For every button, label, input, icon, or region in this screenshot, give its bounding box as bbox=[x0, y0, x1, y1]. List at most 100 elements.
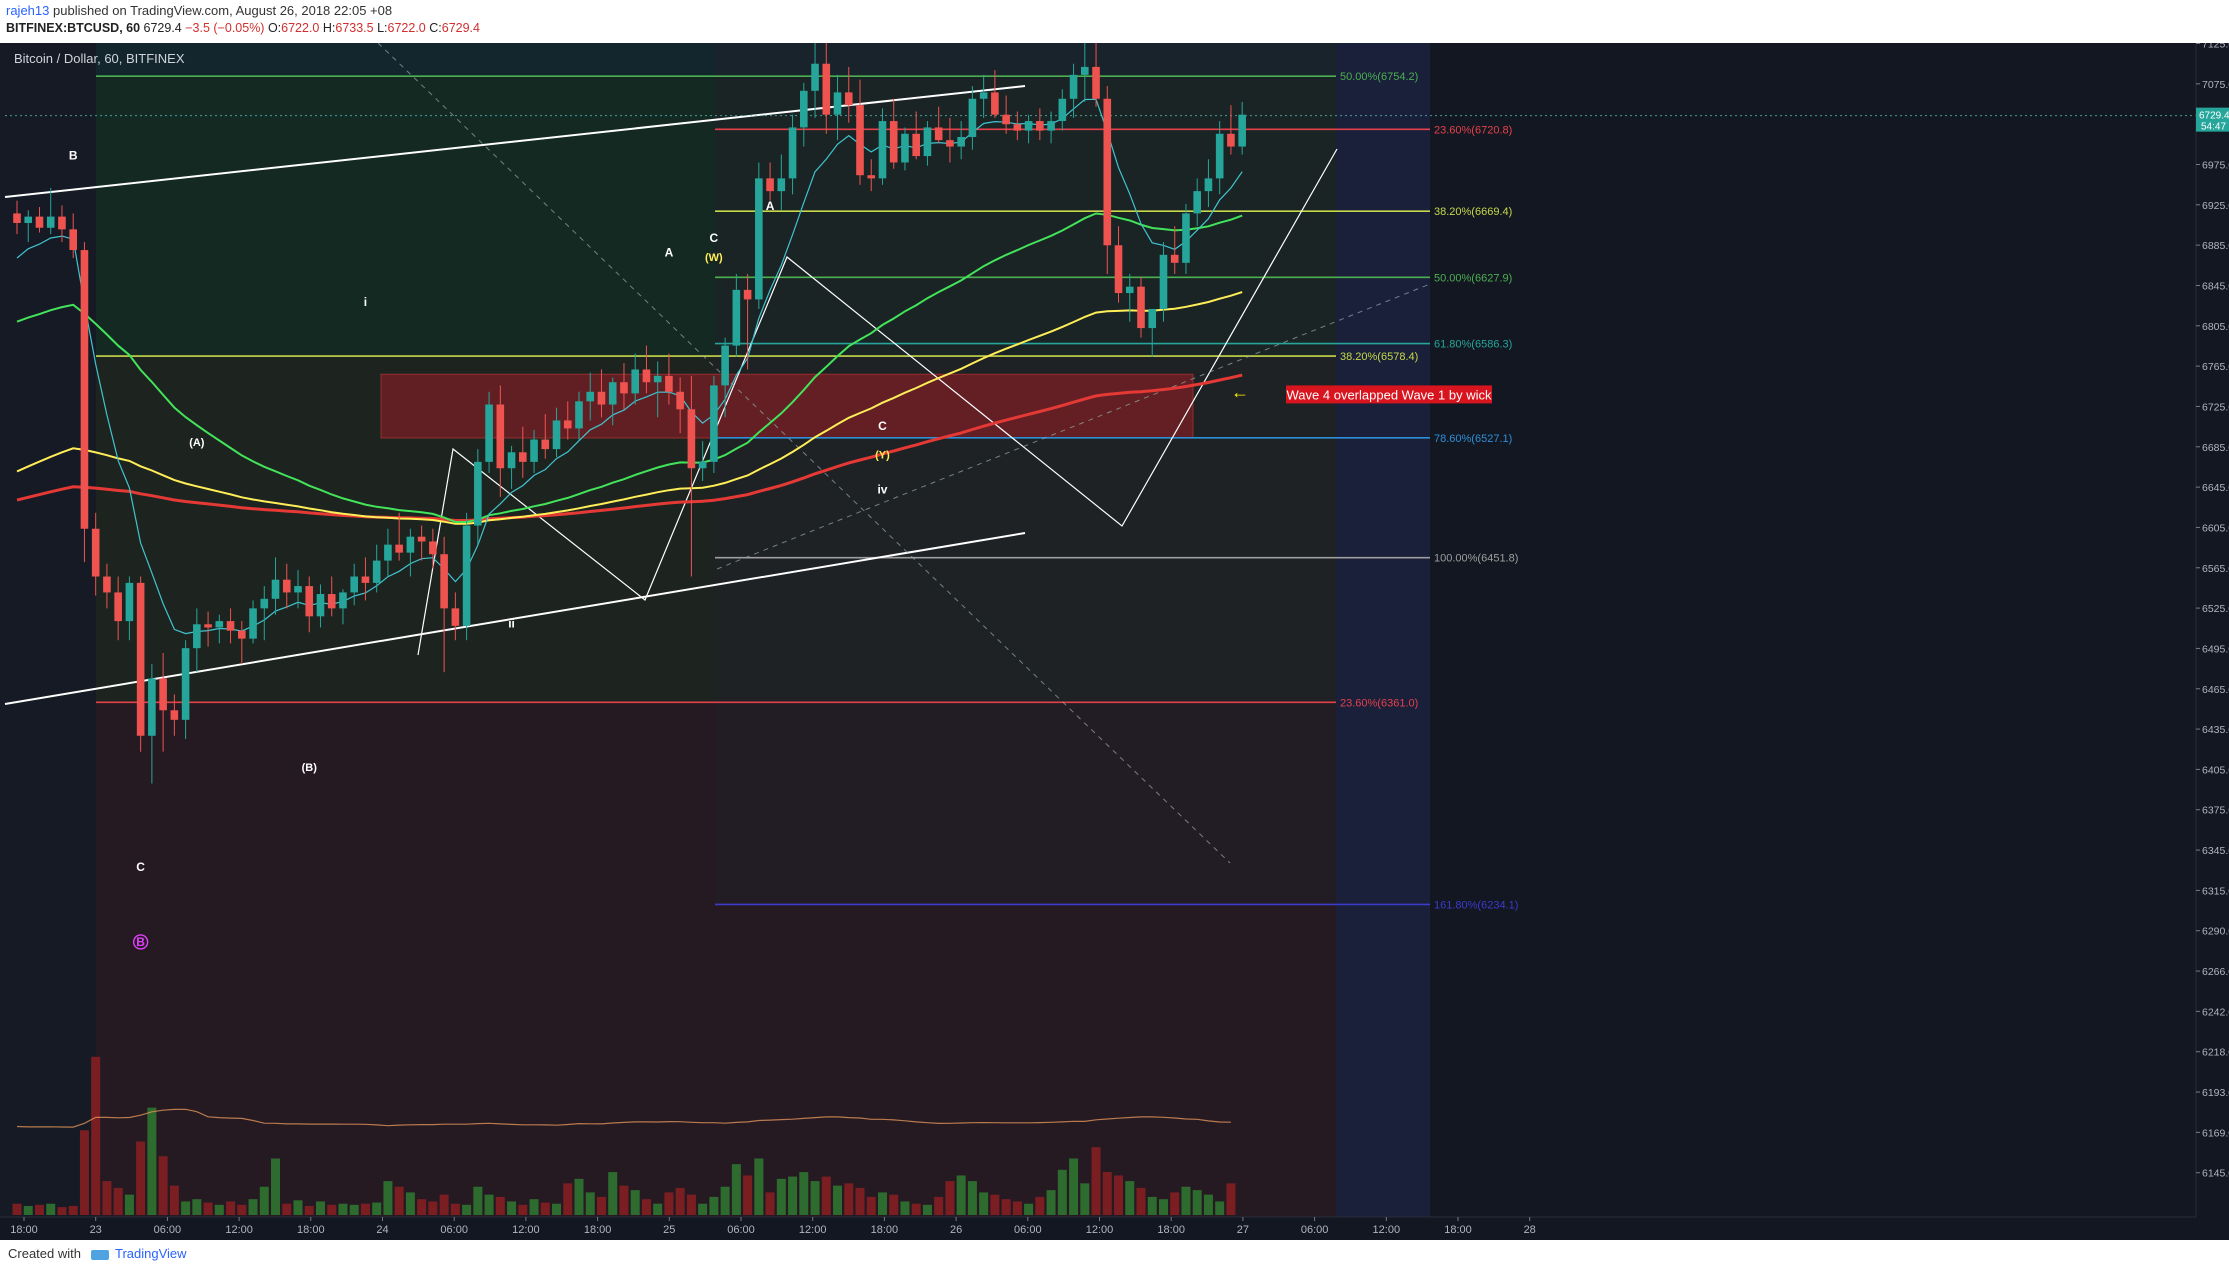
candle[interactable] bbox=[271, 557, 280, 615]
candle[interactable] bbox=[474, 449, 482, 545]
candle[interactable] bbox=[238, 621, 246, 665]
candles[interactable] bbox=[13, 43, 1246, 784]
candle[interactable] bbox=[631, 353, 639, 405]
candle[interactable] bbox=[811, 43, 819, 118]
candle[interactable] bbox=[732, 273, 741, 357]
candle[interactable] bbox=[620, 363, 628, 410]
candle[interactable] bbox=[833, 74, 842, 141]
candle[interactable] bbox=[1002, 95, 1010, 134]
candle[interactable] bbox=[1069, 63, 1078, 118]
candle[interactable] bbox=[889, 98, 898, 169]
candle[interactable] bbox=[912, 111, 920, 160]
candle[interactable] bbox=[519, 426, 527, 478]
candle[interactable] bbox=[159, 652, 167, 752]
candle[interactable] bbox=[114, 576, 122, 641]
candle[interactable] bbox=[844, 66, 853, 123]
candle[interactable] bbox=[395, 512, 403, 561]
candle[interactable] bbox=[1092, 43, 1100, 107]
candle[interactable] bbox=[260, 586, 269, 641]
candle[interactable] bbox=[957, 121, 965, 160]
candle[interactable] bbox=[777, 154, 786, 211]
candle[interactable] bbox=[867, 159, 876, 192]
candle[interactable] bbox=[91, 512, 100, 596]
candle[interactable] bbox=[923, 121, 932, 166]
candle[interactable] bbox=[1047, 111, 1055, 144]
candle[interactable] bbox=[136, 576, 145, 752]
candle[interactable] bbox=[1114, 226, 1123, 303]
candle[interactable] bbox=[451, 592, 460, 641]
candle[interactable] bbox=[541, 414, 550, 459]
candle[interactable] bbox=[575, 391, 583, 440]
price-axis[interactable]: 7125.07075.07025.06975.06925.06885.06845… bbox=[2195, 43, 2229, 1240]
candle[interactable] bbox=[406, 528, 415, 577]
candle[interactable] bbox=[822, 43, 831, 134]
author-link[interactable]: rajeh13 bbox=[6, 3, 50, 18]
candle[interactable] bbox=[1013, 111, 1022, 141]
candle[interactable] bbox=[372, 544, 381, 593]
candle[interactable] bbox=[361, 557, 370, 601]
candle[interactable] bbox=[1148, 308, 1157, 357]
candle[interactable] bbox=[1125, 273, 1134, 322]
candle[interactable] bbox=[496, 385, 505, 497]
candle[interactable] bbox=[249, 600, 257, 644]
candle[interactable] bbox=[552, 407, 561, 458]
candle[interactable] bbox=[429, 528, 437, 569]
candle[interactable] bbox=[800, 82, 808, 147]
candle[interactable] bbox=[530, 430, 538, 473]
candle[interactable] bbox=[13, 200, 21, 235]
candle[interactable] bbox=[934, 106, 943, 144]
candle[interactable] bbox=[46, 187, 55, 235]
candle[interactable] bbox=[316, 584, 325, 628]
time-axis[interactable]: 18:00 23 06:00 12:00 18:00 24 06:00 12:00 18:00 2… bbox=[0, 1216, 2229, 1240]
candle[interactable] bbox=[69, 213, 77, 259]
candle[interactable] bbox=[170, 694, 179, 736]
candle[interactable] bbox=[305, 576, 314, 633]
candle[interactable] bbox=[1036, 108, 1044, 141]
candle[interactable] bbox=[1215, 121, 1224, 195]
candle[interactable] bbox=[327, 576, 336, 617]
candle[interactable] bbox=[979, 74, 988, 118]
candle[interactable] bbox=[125, 576, 134, 641]
candle[interactable] bbox=[507, 445, 516, 489]
candle[interactable] bbox=[35, 207, 44, 233]
candle[interactable] bbox=[1058, 89, 1067, 131]
candle[interactable] bbox=[968, 86, 977, 150]
candle[interactable] bbox=[676, 377, 684, 434]
candle[interactable] bbox=[788, 114, 797, 195]
candle[interactable] bbox=[485, 391, 493, 473]
candle[interactable] bbox=[1024, 114, 1033, 144]
candle[interactable] bbox=[204, 611, 212, 647]
candle[interactable] bbox=[462, 512, 471, 641]
candle[interactable] bbox=[1137, 277, 1145, 338]
candle[interactable] bbox=[80, 242, 89, 563]
candle[interactable] bbox=[226, 608, 235, 644]
candle[interactable] bbox=[710, 375, 718, 473]
candle[interactable] bbox=[294, 570, 302, 609]
candle[interactable] bbox=[384, 528, 392, 577]
candle[interactable] bbox=[282, 563, 291, 609]
candle[interactable] bbox=[665, 353, 673, 405]
candle[interactable] bbox=[1103, 86, 1112, 274]
candle[interactable] bbox=[440, 536, 448, 673]
candle[interactable] bbox=[1170, 226, 1179, 274]
candle[interactable] bbox=[991, 70, 999, 118]
candle[interactable] bbox=[766, 162, 774, 201]
candle[interactable] bbox=[103, 563, 111, 609]
candle[interactable] bbox=[58, 205, 66, 243]
candle[interactable] bbox=[608, 377, 617, 426]
candle[interactable] bbox=[1159, 242, 1168, 322]
candle[interactable] bbox=[721, 337, 729, 418]
candle[interactable] bbox=[586, 372, 595, 421]
candle[interactable] bbox=[653, 361, 662, 418]
candle[interactable] bbox=[181, 640, 190, 739]
candle[interactable] bbox=[687, 375, 696, 577]
candle[interactable] bbox=[215, 614, 224, 644]
candle[interactable] bbox=[193, 608, 201, 673]
candle[interactable] bbox=[1081, 43, 1089, 102]
tradingview-link[interactable]: TradingView bbox=[114, 1246, 187, 1261]
candle[interactable] bbox=[698, 441, 707, 481]
candle[interactable] bbox=[1238, 101, 1246, 155]
candle[interactable] bbox=[1227, 105, 1235, 155]
candle[interactable] bbox=[755, 162, 763, 309]
candle[interactable] bbox=[1204, 159, 1213, 208]
